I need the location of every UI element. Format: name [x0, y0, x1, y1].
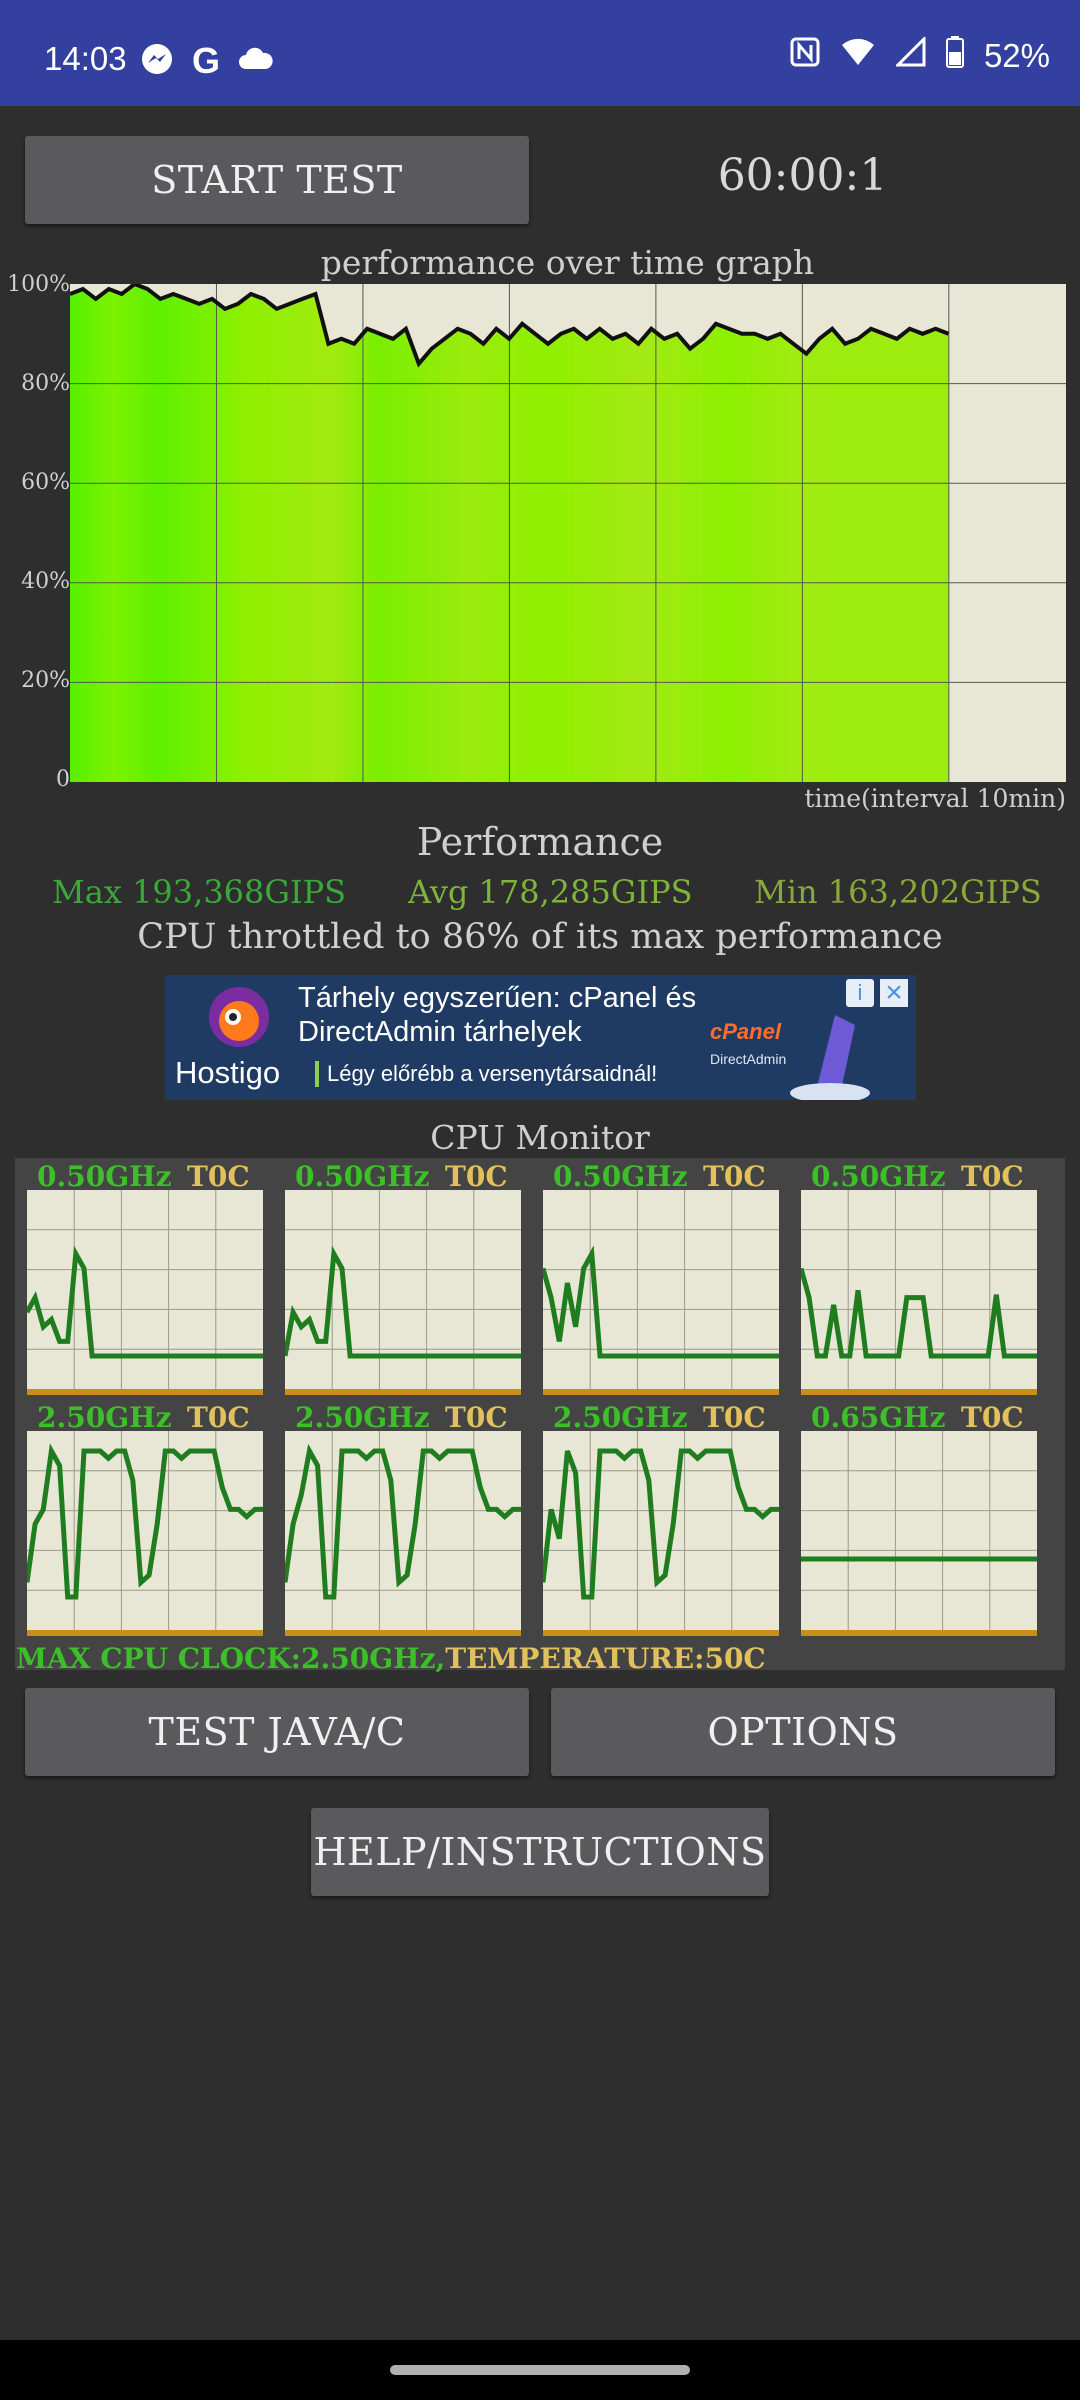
- hostigo-logo-icon: [203, 981, 275, 1058]
- ad-directadmin-logo: DirectAdmin: [710, 1051, 787, 1067]
- cpu-max-info: MAX CPU CLOCK:2.50GHz,TEMPERATURE:50C: [16, 1642, 766, 1675]
- navigation-bar: [0, 2340, 1080, 2400]
- core-load-graph: [285, 1431, 521, 1636]
- core-frequency: 0.50GHz: [553, 1160, 688, 1193]
- core-load-graph: [801, 1190, 1037, 1395]
- core-load-line: [27, 1443, 263, 1600]
- ad-banner[interactable]: Tárhely egyszerűen: cPanel és DirectAdmi…: [165, 975, 916, 1100]
- core-load-line: [285, 1245, 521, 1359]
- y-tick-80: 80%: [21, 371, 70, 396]
- core-load-line: [543, 1448, 779, 1600]
- battery-percent: 52%: [983, 37, 1050, 74]
- y-tick-60: 60%: [21, 470, 70, 495]
- ad-cpanel-logo: cPanel: [710, 1019, 781, 1044]
- battery-icon: [945, 36, 964, 76]
- home-gesture-handle[interactable]: [390, 2365, 690, 2375]
- ad-subline: Légy előrébb a versenytársaidnál!: [315, 1061, 657, 1087]
- messenger-icon: [140, 42, 174, 81]
- core-temperature: T0C: [703, 1401, 766, 1434]
- y-tick-0: 0: [56, 767, 70, 792]
- core-frequency: 0.65GHz: [811, 1401, 946, 1434]
- core-frequency: 0.50GHz: [37, 1160, 172, 1193]
- max-cpu-clock: MAX CPU CLOCK:2.50GHz,: [16, 1642, 446, 1675]
- start-test-button[interactable]: START TEST: [25, 136, 529, 224]
- core-frequency: 0.50GHz: [811, 1160, 946, 1193]
- status-bar: 14:03 G 52%: [0, 0, 1080, 106]
- cpu-core-3: 0.50GHz T0C: [801, 1160, 1051, 1400]
- perf-min: Min 163,202GIPS: [754, 873, 1042, 911]
- ad-info-icon[interactable]: i: [846, 979, 874, 1007]
- cpu-core-5: 2.50GHz T0C: [285, 1401, 535, 1641]
- ad-brand: Hostigo: [175, 1055, 281, 1090]
- ad-headline: Tárhely egyszerűen: cPanel és DirectAdmi…: [298, 982, 697, 1048]
- ad-close-icon[interactable]: ×: [880, 978, 908, 1008]
- core-load-graph: [27, 1190, 263, 1395]
- core-temperature: T0C: [445, 1160, 508, 1193]
- core-temperature: T0C: [187, 1401, 250, 1434]
- core-temperature: T0C: [961, 1160, 1024, 1193]
- cpu-core-2: 0.50GHz T0C: [543, 1160, 793, 1400]
- status-time: 14:03: [44, 40, 127, 77]
- cpu-core-7: 0.65GHz T0C: [801, 1401, 1051, 1641]
- core-load-line: [543, 1245, 779, 1359]
- core-load-graph: [543, 1431, 779, 1636]
- performance-graph: [70, 284, 1066, 782]
- wifi-icon: [840, 37, 876, 75]
- help-instructions-button[interactable]: HELP/INSTRUCTIONS: [311, 1808, 769, 1896]
- performance-line: [70, 284, 950, 368]
- core-frequency: 2.50GHz: [295, 1401, 430, 1434]
- throttle-text: CPU throttled to 86% of its max performa…: [137, 917, 943, 957]
- cpu-core-1: 0.50GHz T0C: [285, 1160, 535, 1400]
- core-temperature: T0C: [187, 1160, 250, 1193]
- y-tick-100: 100%: [7, 272, 70, 297]
- rocket-illustration-icon: [785, 1005, 875, 1100]
- y-tick-40: 40%: [21, 569, 70, 594]
- options-button[interactable]: OPTIONS: [551, 1688, 1055, 1776]
- cpu-temperature: TEMPERATURE:50C: [445, 1642, 766, 1675]
- perf-max: Max 193,368GIPS: [52, 873, 347, 911]
- core-frequency: 0.50GHz: [295, 1160, 430, 1193]
- core-frequency: 2.50GHz: [37, 1401, 172, 1434]
- nfc-icon: [790, 37, 820, 75]
- core-load-line: [285, 1443, 521, 1600]
- core-load-line: [27, 1245, 263, 1359]
- cpu-core-0: 0.50GHz T0C: [27, 1160, 277, 1400]
- cpu-core-4: 2.50GHz T0C: [27, 1401, 277, 1641]
- signal-icon: [894, 35, 926, 75]
- core-temperature: T0C: [445, 1401, 508, 1434]
- performance-title: Performance: [416, 820, 664, 864]
- core-load-graph: [801, 1431, 1037, 1636]
- core-frequency: 2.50GHz: [553, 1401, 688, 1434]
- core-temperature: T0C: [961, 1401, 1024, 1434]
- x-axis-label: time(interval 10min): [804, 784, 1066, 813]
- core-temperature: T0C: [703, 1160, 766, 1193]
- google-icon: G: [192, 40, 221, 81]
- cpu-monitor-title: CPU Monitor: [430, 1118, 650, 1157]
- core-load-graph: [285, 1190, 521, 1395]
- cloud-icon: [238, 47, 274, 76]
- test-timer: 60:00:1: [717, 150, 888, 201]
- graph-title: performance over time graph: [320, 243, 815, 282]
- core-load-graph: [27, 1431, 263, 1636]
- perf-avg: Avg 178,285GIPS: [408, 873, 693, 911]
- core-load-graph: [543, 1190, 779, 1395]
- test-java-c-button[interactable]: TEST JAVA/C: [25, 1688, 529, 1776]
- core-load-line: [801, 1267, 1037, 1359]
- cpu-core-6: 2.50GHz T0C: [543, 1401, 793, 1641]
- y-tick-20: 20%: [21, 668, 70, 693]
